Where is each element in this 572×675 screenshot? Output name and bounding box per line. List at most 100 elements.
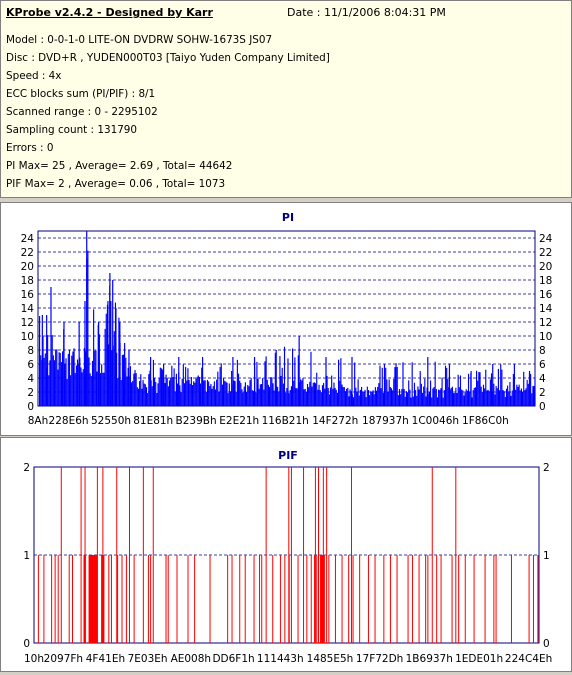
- pif-bar: [57, 555, 59, 643]
- pi-bar: [80, 367, 82, 406]
- pi-bar: [387, 391, 389, 406]
- pi-bar: [380, 388, 382, 406]
- pif-x-tick-label: AE008h: [171, 653, 212, 665]
- pi-bar: [125, 357, 127, 406]
- pi-bar: [404, 396, 406, 406]
- pi-bar: [165, 374, 167, 406]
- pi-bar: [216, 379, 218, 406]
- pi-bar: [131, 382, 133, 406]
- pif-bar: [244, 555, 246, 643]
- pi-bar: [294, 357, 296, 406]
- pi-bar: [430, 380, 432, 406]
- pif-bar: [418, 555, 420, 643]
- pi-y-tick-label-right: 6: [539, 359, 546, 371]
- pi-bar: [288, 393, 290, 406]
- pi-bar: [385, 367, 387, 406]
- pif-bar: [348, 555, 350, 643]
- pi-bar: [183, 383, 186, 406]
- pi-y-tick-label-right: 8: [539, 345, 546, 357]
- pi-bar: [143, 383, 145, 406]
- pi-bar: [510, 395, 512, 406]
- pi-bar: [241, 389, 243, 406]
- pi-bar: [285, 392, 287, 406]
- pi-bar: [438, 389, 440, 406]
- pi-bar: [495, 385, 497, 406]
- pi-bar: [497, 368, 499, 406]
- pi-bar: [60, 362, 62, 406]
- pi-bar: [279, 356, 281, 406]
- pi-bar: [466, 390, 468, 406]
- pi-peak-bar: [513, 364, 516, 406]
- pi-peak-bar: [63, 322, 65, 406]
- pi-bar: [208, 381, 210, 406]
- pi-bar: [72, 351, 74, 406]
- pi-bar: [255, 392, 257, 406]
- pi-bar: [421, 392, 424, 406]
- pi-bar: [315, 383, 317, 406]
- pi-bar: [316, 372, 318, 406]
- pi-bar: [262, 378, 264, 406]
- pi-peak-bar: [528, 371, 531, 406]
- pi-bar: [486, 390, 488, 406]
- pi-chart-panel: PI 0 0 2 2 4 4 6 6 8 8 10 10 12 12 14 14 16 16 18 18 20 20 22 2…: [0, 202, 572, 436]
- pi-bar: [147, 392, 149, 406]
- pi-bar: [410, 397, 412, 406]
- pi-bar: [378, 383, 380, 406]
- pif-x-tick-label: 4F41Eh: [86, 653, 125, 665]
- pi-bar: [185, 366, 187, 406]
- pif-bar: [341, 555, 343, 643]
- pi-bar: [517, 386, 519, 406]
- pi-bar: [228, 383, 230, 406]
- pi-bar: [272, 383, 274, 406]
- pif-y-tick-label-left: 0: [23, 638, 30, 650]
- pif-bar: [253, 555, 255, 643]
- pi-bar: [64, 363, 66, 406]
- pi-summary-line: PI Max= 25 , Average= 2.69 , Total= 4464…: [6, 160, 233, 172]
- pi-bar: [164, 383, 166, 406]
- pif-bar: [231, 555, 233, 643]
- pif-bar: [72, 555, 74, 643]
- pif-bar: [367, 555, 369, 643]
- pi-bar: [79, 357, 81, 406]
- pi-bar: [426, 387, 428, 406]
- pif-bar: [187, 555, 189, 643]
- pi-bar: [159, 367, 161, 406]
- pi-bar: [348, 396, 350, 406]
- pi-bar: [205, 391, 207, 406]
- pif-dense-bar-group: [88, 555, 98, 643]
- pi-bar: [386, 379, 388, 406]
- scan-date: Date : 11/1/2006 8:04:31 PM: [287, 6, 446, 19]
- pi-bar: [105, 313, 107, 406]
- pi-x-tick-label: 116B21h: [262, 415, 309, 427]
- pi-bar: [283, 346, 286, 406]
- pi-x-tick-label: 52550h: [91, 415, 131, 427]
- pi-bar: [113, 331, 115, 406]
- pif-bar: [464, 555, 466, 643]
- pi-bar: [479, 372, 481, 406]
- pi-bar: [443, 390, 445, 406]
- pi-bar: [136, 387, 138, 406]
- pi-bar: [367, 389, 370, 406]
- pi-bar: [263, 389, 265, 406]
- speed-line: Speed : 4x: [6, 70, 62, 82]
- pif-x-tick-label: 111443h: [257, 653, 304, 665]
- pi-bar: [242, 392, 244, 406]
- pi-bar: [379, 365, 381, 406]
- pi-bar: [487, 389, 489, 406]
- pif-x-tick-label: 1B6937h: [406, 653, 453, 665]
- pi-bar: [357, 379, 359, 406]
- pif-bar: [374, 555, 376, 643]
- pi-bar: [319, 390, 321, 406]
- pif-bar: [290, 467, 292, 643]
- pi-bar: [67, 353, 69, 406]
- pi-bar: [214, 389, 217, 406]
- pi-bar: [171, 365, 173, 406]
- pi-bar: [132, 380, 134, 406]
- pi-bar: [361, 386, 363, 406]
- pi-bar: [449, 389, 451, 406]
- pif-bar: [54, 555, 56, 643]
- pi-bar: [502, 389, 504, 406]
- pi-peak-bar: [448, 364, 451, 406]
- pi-bar: [249, 380, 251, 406]
- pi-bar: [457, 374, 459, 406]
